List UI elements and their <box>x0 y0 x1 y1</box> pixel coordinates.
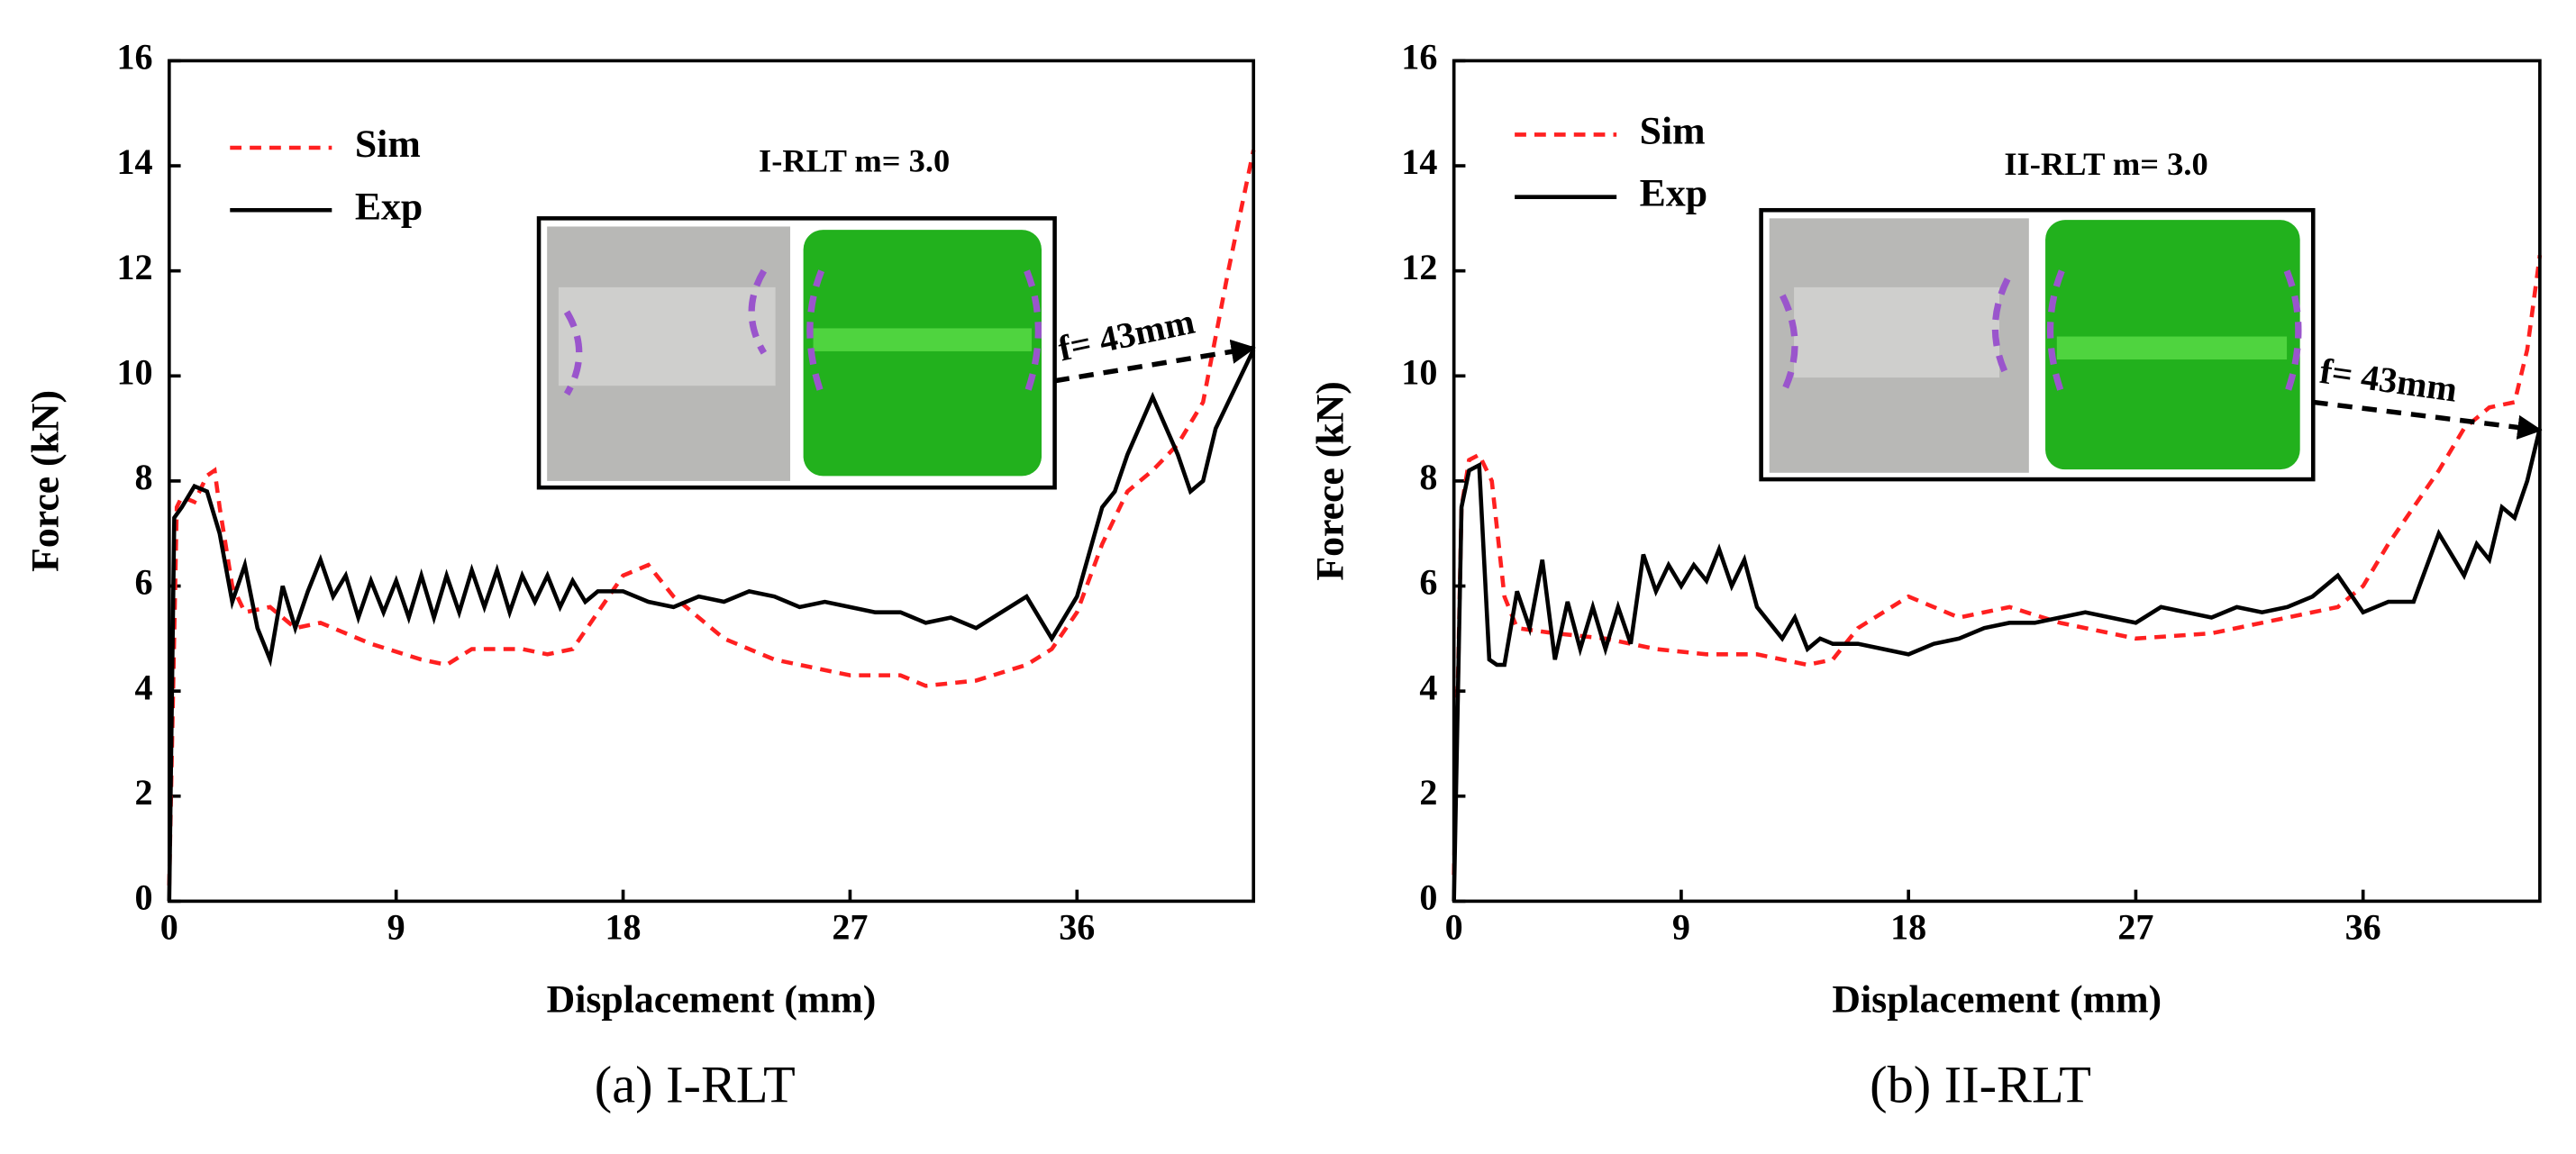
y-tick-label: 0 <box>135 877 153 918</box>
y-tick-label: 12 <box>116 247 152 287</box>
y-tick-label: 0 <box>1419 877 1437 918</box>
x-axis-label: Displacement (mm) <box>1832 977 2162 1021</box>
inset-a <box>536 216 1057 490</box>
legend-label: Sim <box>355 123 421 166</box>
y-tick-label: 10 <box>1401 351 1437 392</box>
x-tick-label: 27 <box>832 906 868 947</box>
y-tick-label: 16 <box>116 37 152 77</box>
y-tick-label: 14 <box>116 141 152 182</box>
legend-label: Exp <box>1640 172 1707 215</box>
arrow <box>2312 399 2543 440</box>
caption: (a) I-RLT <box>595 1055 796 1113</box>
caption: (b) II-RLT <box>1870 1055 2091 1113</box>
y-tick-label: 14 <box>1401 141 1437 182</box>
y-tick-label: 8 <box>135 457 153 497</box>
y-tick-label: 6 <box>1419 562 1437 603</box>
x-tick-label: 0 <box>1445 906 1463 947</box>
arrow-label: f= 43mm <box>2317 350 2460 410</box>
inset-b <box>1759 207 2316 482</box>
y-tick-label: 2 <box>135 772 153 813</box>
y-tick-label: 4 <box>135 667 153 707</box>
plot-frame <box>167 59 1256 904</box>
x-tick-label: 18 <box>1890 906 1926 947</box>
y-tick-label: 16 <box>1401 37 1437 77</box>
y-tick-label: 10 <box>116 351 152 392</box>
y-tick-label: 6 <box>135 562 153 603</box>
y-axis-label: Forece (kN) <box>1309 381 1352 580</box>
plot-frame <box>1452 59 2542 904</box>
annotation: II-RLT m= 3.0 <box>2004 146 2207 182</box>
y-tick-label: 12 <box>1401 247 1437 287</box>
series-line <box>1452 428 2543 902</box>
x-tick-label: 36 <box>2345 906 2381 947</box>
x-tick-label: 9 <box>387 906 405 947</box>
annotation: I-RLT m= 3.0 <box>759 143 950 179</box>
x-tick-label: 18 <box>605 906 642 947</box>
legend-label: Exp <box>355 185 423 228</box>
legend-label: Sim <box>1640 109 1706 152</box>
x-tick-label: 9 <box>1672 906 1690 947</box>
y-tick-label: 8 <box>1419 457 1437 497</box>
y-axis-label: Force (kN) <box>24 390 68 572</box>
x-axis-label: Displacement (mm) <box>547 977 877 1021</box>
y-tick-label: 4 <box>1419 667 1437 707</box>
x-tick-label: 27 <box>2117 906 2153 947</box>
series-line <box>167 349 1256 902</box>
x-tick-label: 36 <box>1059 906 1095 947</box>
arrow <box>1054 339 1256 384</box>
y-tick-label: 2 <box>1419 772 1437 813</box>
x-tick-label: 0 <box>160 906 178 947</box>
